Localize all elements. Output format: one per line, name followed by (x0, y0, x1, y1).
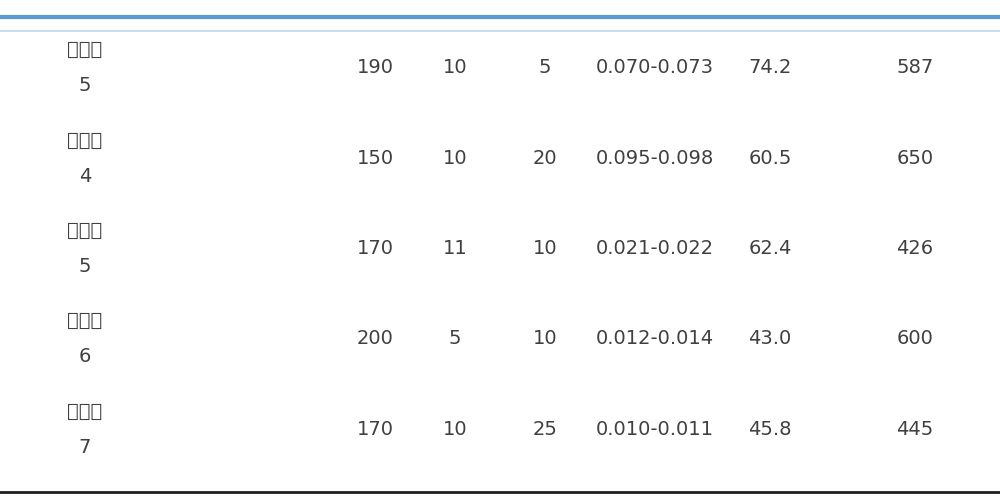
Text: 20: 20 (533, 148, 557, 167)
Text: 650: 650 (896, 148, 934, 167)
Text: 426: 426 (896, 238, 934, 258)
Text: 170: 170 (356, 238, 394, 258)
Text: 10: 10 (443, 58, 467, 77)
Text: 10: 10 (533, 238, 557, 258)
Text: 600: 600 (897, 329, 933, 348)
Text: 0.012-0.014: 0.012-0.014 (596, 329, 714, 348)
Text: 150: 150 (356, 148, 394, 167)
Text: 5: 5 (449, 329, 461, 348)
Text: 10: 10 (443, 148, 467, 167)
Text: 0.095-0.098: 0.095-0.098 (596, 148, 714, 167)
Text: 60.5: 60.5 (748, 148, 792, 167)
Text: 62.4: 62.4 (748, 238, 792, 258)
Text: 587: 587 (896, 58, 934, 77)
Text: 25: 25 (533, 419, 557, 438)
Text: 对比例: 对比例 (67, 401, 103, 420)
Text: 对比例: 对比例 (67, 220, 103, 239)
Text: 0.070-0.073: 0.070-0.073 (596, 58, 714, 77)
Text: 5: 5 (539, 58, 551, 77)
Text: 对比例: 对比例 (67, 311, 103, 330)
Text: 190: 190 (356, 58, 394, 77)
Text: 0.021-0.022: 0.021-0.022 (596, 238, 714, 258)
Text: 6: 6 (79, 347, 91, 366)
Text: 11: 11 (443, 238, 467, 258)
Text: 对比例: 对比例 (67, 130, 103, 149)
Text: 7: 7 (79, 437, 91, 456)
Text: 实施例: 实施例 (67, 40, 103, 59)
Text: 43.0: 43.0 (748, 329, 792, 348)
Text: 10: 10 (533, 329, 557, 348)
Text: 4: 4 (79, 166, 91, 185)
Text: 10: 10 (443, 419, 467, 438)
Text: 74.2: 74.2 (748, 58, 792, 77)
Text: 0.010-0.011: 0.010-0.011 (596, 419, 714, 438)
Text: 200: 200 (357, 329, 393, 348)
Text: 170: 170 (356, 419, 394, 438)
Text: 445: 445 (896, 419, 934, 438)
Text: 45.8: 45.8 (748, 419, 792, 438)
Text: 5: 5 (79, 76, 91, 95)
Text: 5: 5 (79, 257, 91, 276)
